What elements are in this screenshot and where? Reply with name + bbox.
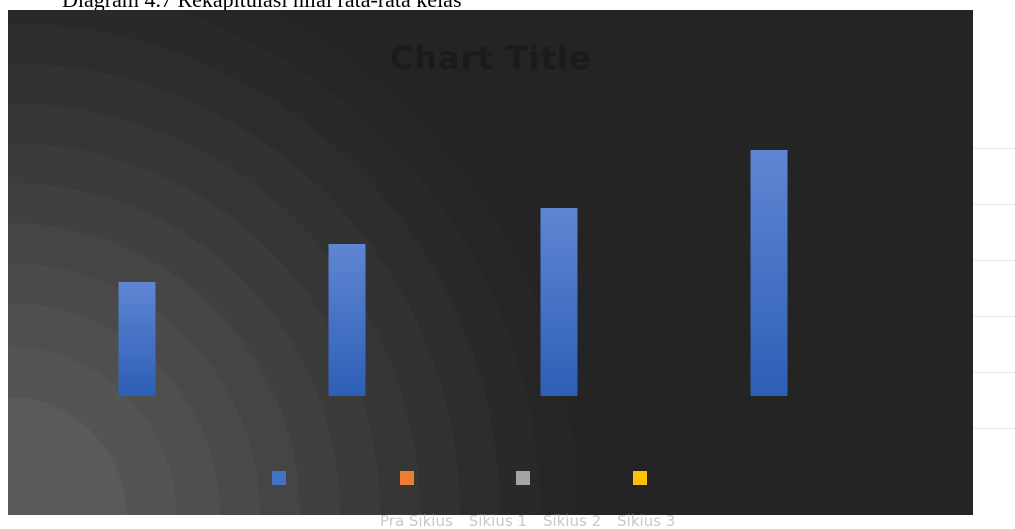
tick-label: Sikius 1 <box>468 512 527 529</box>
plot-area <box>118 150 788 485</box>
gridline <box>972 372 1015 373</box>
category-labels: Pra Sikius Sikius 1 Sikius 2 Sikius 3 <box>380 512 691 529</box>
gridline <box>972 316 1015 317</box>
bar <box>750 150 788 396</box>
figure-caption: Diagram 4.7 Rekapitulasi nilai rata-rata… <box>62 0 462 13</box>
chart-title: Chart Title <box>389 39 592 77</box>
gridline <box>972 204 1015 205</box>
legend-marker <box>516 471 530 485</box>
gridline <box>972 148 1015 149</box>
legend-marker <box>633 471 647 485</box>
bar <box>540 208 578 396</box>
legend-marker <box>272 471 286 485</box>
tick-label: Sikius 3 <box>617 512 676 529</box>
tick-label: Sikius 2 <box>542 512 602 529</box>
tick-label: Pra Sikius <box>380 512 453 529</box>
bar <box>118 282 156 396</box>
gridline <box>972 260 1015 261</box>
legend-marker <box>400 471 414 485</box>
bar <box>328 244 366 396</box>
chart-area: Chart Title <box>8 10 973 515</box>
gridline <box>972 428 1015 429</box>
